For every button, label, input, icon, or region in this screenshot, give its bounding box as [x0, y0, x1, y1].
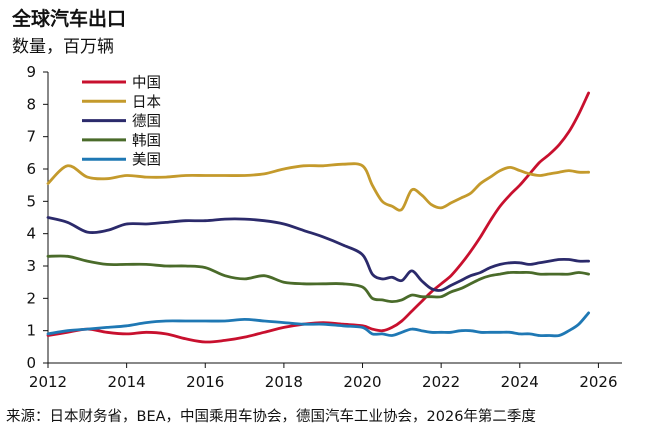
source-note: 来源：日本财务省，BEA，中国乘用车协会，德国汽车工业协会，2026年第二季度 [6, 409, 536, 425]
series-line-0 [46, 91, 590, 344]
y-tick-label: 8 [26, 95, 36, 113]
line-chart: 0 1 2 3 4 5 6 7 8 9 2012 2014 2016 2018 2020 2022 2024 20… [26, 63, 622, 391]
x-tick-label: 2024 [501, 373, 539, 391]
x-tick-label: 2014 [108, 373, 146, 391]
x-tick-label: 2020 [343, 373, 381, 391]
y-tick-label: 6 [26, 160, 36, 178]
x-tick-label: 2018 [265, 373, 303, 391]
chart-axes: 0 1 2 3 4 5 6 7 8 9 2012 2014 2016 2018 2020 2022 2024 20… [26, 63, 622, 391]
y-tick-label: 1 [26, 322, 36, 340]
legend-label-1: 日本 [132, 94, 161, 111]
legend-label-3: 韩国 [132, 132, 161, 149]
x-tick-label: 2026 [579, 373, 617, 391]
series-line-3 [46, 254, 590, 303]
legend-label-0: 中国 [132, 75, 161, 92]
y-tick-label: 3 [26, 257, 36, 275]
y-tick-label: 5 [26, 192, 36, 210]
x-tick-label: 2012 [29, 373, 67, 391]
y-tick-label: 2 [26, 289, 36, 307]
x-tick-label: 2016 [186, 373, 224, 391]
y-tick-label: 9 [26, 63, 36, 81]
chart-title: 全球汽车出口 [12, 8, 127, 30]
x-tick-label: 2022 [422, 373, 460, 391]
series-line-2 [46, 216, 590, 292]
legend-label-2: 德国 [132, 113, 161, 130]
series-line-1 [46, 162, 590, 212]
chart-subtitle: 数量，百万辆 [12, 37, 114, 57]
y-tick-label: 0 [26, 354, 36, 372]
y-tick-label: 4 [26, 225, 36, 243]
legend-label-4: 美国 [132, 152, 161, 169]
series-line-4 [46, 311, 590, 338]
chart-series-lines [46, 91, 590, 344]
y-tick-label: 7 [26, 128, 36, 146]
